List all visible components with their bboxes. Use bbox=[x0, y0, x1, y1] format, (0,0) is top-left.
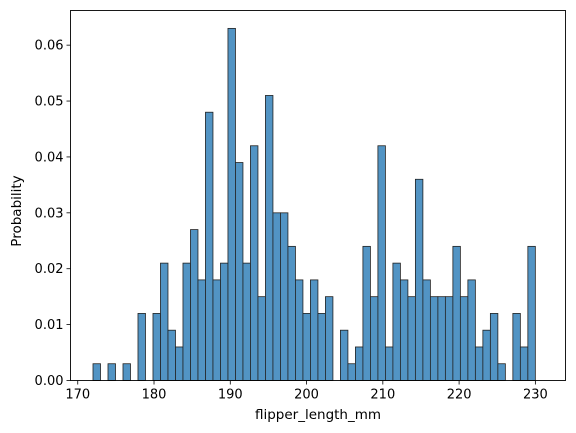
bars-group bbox=[92, 27, 536, 381]
histogram-bar bbox=[257, 296, 266, 381]
x-tick-label: 220 bbox=[447, 388, 472, 403]
histogram-bar bbox=[280, 212, 289, 381]
histogram-bar bbox=[167, 329, 176, 381]
y-axis-ticks: 0.00 0.01 0.02 0.03 0.04 0.05 0.06 bbox=[35, 39, 71, 389]
x-tick-label: 230 bbox=[523, 388, 548, 403]
histogram-bar bbox=[429, 296, 439, 381]
x-axis-ticks: 170 180 190 200 210 220 230 bbox=[65, 380, 548, 403]
y-axis-label: Probability bbox=[9, 175, 25, 246]
y-tick-label: 0.04 bbox=[35, 150, 64, 165]
histogram-bar bbox=[175, 346, 184, 381]
y-tick-label: 0.03 bbox=[35, 206, 64, 221]
histogram-bar bbox=[519, 346, 529, 381]
histogram-bar bbox=[437, 296, 446, 381]
y-tick-label: 0.05 bbox=[35, 95, 64, 110]
histogram-bar bbox=[242, 262, 251, 381]
histogram-bar bbox=[370, 296, 379, 381]
histogram-bar bbox=[107, 363, 116, 381]
histogram-bar bbox=[422, 279, 431, 381]
histogram-bar bbox=[302, 313, 311, 381]
histogram-bar bbox=[227, 27, 236, 381]
plot-frame bbox=[70, 10, 566, 381]
x-tick-label: 200 bbox=[294, 388, 319, 403]
histogram-bar bbox=[347, 363, 356, 381]
histogram-bar bbox=[287, 245, 296, 381]
y-tick-label: 0.06 bbox=[35, 39, 64, 54]
histogram-bar bbox=[295, 279, 304, 381]
histogram-bar bbox=[197, 279, 206, 381]
histogram-bar bbox=[527, 245, 536, 381]
histogram-bar bbox=[325, 296, 334, 381]
histogram-bar bbox=[467, 279, 476, 381]
histogram-bar bbox=[122, 363, 131, 381]
histogram-bar bbox=[310, 279, 319, 381]
histogram-bar bbox=[444, 296, 454, 381]
y-tick-label: 0.00 bbox=[35, 374, 64, 389]
histogram-bar bbox=[182, 262, 191, 381]
x-axis-label: flipper_length_mm bbox=[255, 407, 381, 423]
x-tick-label: 170 bbox=[65, 388, 90, 403]
histogram-bar bbox=[235, 162, 244, 381]
histogram-bar bbox=[512, 313, 521, 381]
histogram-bar bbox=[220, 262, 229, 381]
x-tick-label: 180 bbox=[142, 388, 167, 403]
y-tick-label: 0.02 bbox=[35, 262, 64, 277]
histogram-bar bbox=[152, 313, 161, 381]
histogram-bar bbox=[489, 313, 499, 381]
histogram-bar bbox=[452, 245, 461, 381]
histogram-bar bbox=[137, 313, 146, 381]
histogram-bar bbox=[377, 145, 386, 381]
y-tick-label: 0.01 bbox=[35, 318, 64, 333]
x-tick-label: 190 bbox=[218, 388, 243, 403]
histogram-bar bbox=[399, 279, 409, 381]
histogram-bar bbox=[272, 212, 281, 381]
histogram-bar bbox=[482, 329, 491, 381]
histogram-bar bbox=[250, 145, 259, 381]
x-tick-label: 210 bbox=[370, 388, 395, 403]
histogram-bar bbox=[205, 111, 214, 381]
histogram-bar bbox=[265, 95, 274, 381]
histogram-bar bbox=[459, 296, 469, 381]
histogram-bar bbox=[414, 178, 424, 381]
histogram-bar bbox=[92, 363, 101, 381]
histogram-bar bbox=[190, 229, 199, 381]
histogram-bar bbox=[474, 346, 484, 381]
histogram-bar bbox=[407, 296, 416, 381]
histogram-bar bbox=[355, 346, 364, 381]
histogram-bar bbox=[160, 262, 169, 381]
histogram-bar bbox=[317, 313, 326, 381]
histogram-bar bbox=[385, 346, 394, 381]
histogram-bar bbox=[340, 329, 349, 381]
histogram-bar bbox=[392, 262, 401, 381]
histogram-bar bbox=[497, 363, 506, 381]
histogram-bar bbox=[212, 279, 221, 381]
histogram-bar bbox=[362, 245, 371, 381]
